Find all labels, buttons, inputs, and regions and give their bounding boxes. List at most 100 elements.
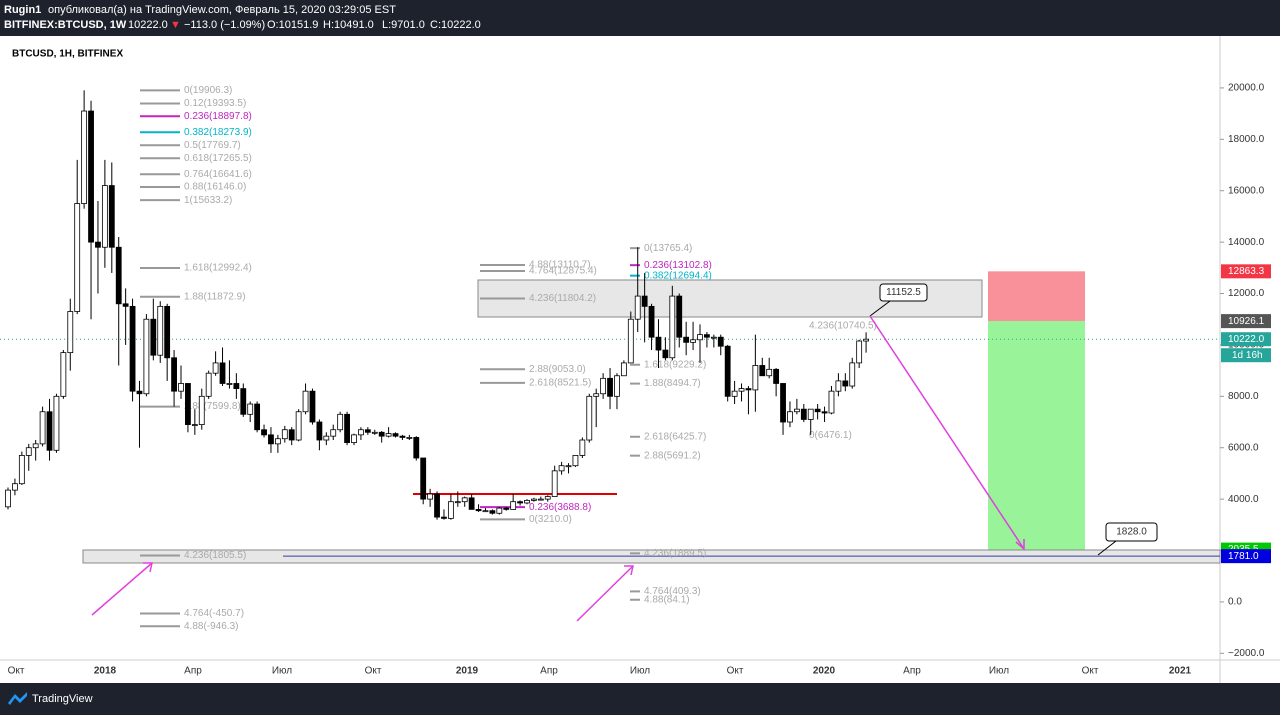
candle-body xyxy=(198,395,205,425)
fib-label: 0.88(16146.0) xyxy=(184,182,246,193)
candle-body xyxy=(434,493,440,518)
candle-body xyxy=(683,336,690,343)
candle-body xyxy=(226,383,233,385)
candle-body xyxy=(752,365,759,391)
y-tick-label: 0.0 xyxy=(1228,597,1242,608)
callout-label: 1828.0 xyxy=(1116,527,1147,538)
candle-body xyxy=(856,340,863,364)
candle-body xyxy=(510,501,517,510)
candle-body xyxy=(441,516,447,519)
fib-label: 1.618(12992.4) xyxy=(184,263,252,274)
candle-body xyxy=(655,336,662,351)
price-tag-label: 1781.0 xyxy=(1228,551,1259,562)
candle-body xyxy=(330,429,337,437)
logo xyxy=(8,692,27,705)
fib-label: 4.88(-946.3) xyxy=(184,621,238,632)
candle-body xyxy=(842,380,849,387)
price-tag xyxy=(1221,549,1271,564)
candle-body xyxy=(88,110,94,243)
x-tick-label: Апр xyxy=(903,666,921,677)
countdown: 1d 16h xyxy=(1232,350,1263,361)
candle-body xyxy=(531,498,537,501)
candle-body xyxy=(60,352,67,397)
candle-body xyxy=(95,241,101,248)
chart-title: BTCUSD, 1H, BITFINEX xyxy=(12,49,123,60)
x-tick-label: Окт xyxy=(1082,666,1099,677)
low: L:9701.0 xyxy=(382,19,425,31)
candle-body xyxy=(717,336,724,347)
y-tick-label: 6000.0 xyxy=(1228,442,1259,453)
callout-pointer xyxy=(869,300,891,317)
candle-body xyxy=(849,362,856,387)
fib-label: 4.88(84.1) xyxy=(644,594,690,605)
candle-body xyxy=(212,362,219,374)
fib-label: 2.618(8521.5) xyxy=(529,378,591,389)
candle-body xyxy=(821,411,828,414)
candle-body xyxy=(261,429,267,436)
candle-body xyxy=(496,507,503,514)
candle-body xyxy=(572,455,579,467)
brand: TradingView xyxy=(32,693,93,705)
candle-body xyxy=(551,470,558,497)
candle-body xyxy=(710,336,717,339)
fib-label: 0.764(16641.6) xyxy=(184,169,252,180)
fib-label: 2.88(9053.0) xyxy=(529,364,586,375)
y-tick-label: 20000.0 xyxy=(1228,83,1265,94)
candle-body xyxy=(406,437,413,439)
candle-body xyxy=(268,434,274,445)
candle-body xyxy=(25,447,32,456)
fib-label: 0.382(12694.4) xyxy=(644,270,712,281)
candle-body xyxy=(358,429,364,436)
fib-label: 4.764(-450.7) xyxy=(184,608,244,619)
countdown-tag xyxy=(1221,348,1271,363)
candle-body xyxy=(12,483,18,491)
candle-body xyxy=(780,383,786,423)
fib-label: 4.764(12875.4) xyxy=(529,266,597,277)
candle-body xyxy=(614,375,620,397)
candle-body xyxy=(302,390,309,413)
candle-body xyxy=(67,311,74,354)
callout xyxy=(879,283,928,302)
published: опубликовал(а) на TradingView.com, Февра… xyxy=(48,4,396,16)
price-tag xyxy=(1221,332,1271,347)
candle-body xyxy=(420,457,427,500)
candle-body xyxy=(185,383,191,425)
header-bar xyxy=(0,0,1280,36)
candle-body xyxy=(191,424,198,426)
candle-body xyxy=(579,439,586,456)
y-tick-label: 18000.0 xyxy=(1228,134,1265,145)
candle-body xyxy=(364,429,371,433)
fib-label: 2.88(5691.2) xyxy=(644,450,701,461)
candle-body xyxy=(5,489,11,508)
candle-body xyxy=(150,318,157,356)
candle-body xyxy=(648,305,655,338)
fib-label: 0.236(13102.8) xyxy=(644,260,712,271)
candle-body xyxy=(793,408,800,413)
candle-body xyxy=(731,390,738,397)
candle-body xyxy=(136,390,143,395)
candle-body xyxy=(863,338,869,342)
candle-body xyxy=(745,388,752,391)
candle-body xyxy=(240,388,247,415)
fib-label: 0.5(17769.7) xyxy=(184,140,241,151)
symbol: BITFINEX:BTCUSD, 1W xyxy=(4,19,127,31)
fib-label: 0(3210.0) xyxy=(529,514,572,525)
candle-body xyxy=(586,395,593,441)
fib-label: 0.236(18897.8) xyxy=(184,111,252,122)
candle-body xyxy=(351,434,357,443)
y-tick-label: 16000.0 xyxy=(1228,185,1265,196)
candle-body xyxy=(219,362,226,384)
candle-body xyxy=(454,501,461,504)
target-zone xyxy=(988,321,1085,550)
fib-label: 0.12(19393.5) xyxy=(184,98,246,109)
candle-body xyxy=(766,368,773,377)
candle-body xyxy=(482,510,489,513)
candle-body xyxy=(392,433,399,437)
candle-body xyxy=(205,372,212,397)
candle-body xyxy=(517,501,523,504)
candle-body xyxy=(835,380,842,392)
y-tick-label: 4000.0 xyxy=(1228,494,1259,505)
fib-label: 1.618(9229.2) xyxy=(644,359,706,370)
price-tag-label: 10926.1 xyxy=(1228,316,1265,327)
